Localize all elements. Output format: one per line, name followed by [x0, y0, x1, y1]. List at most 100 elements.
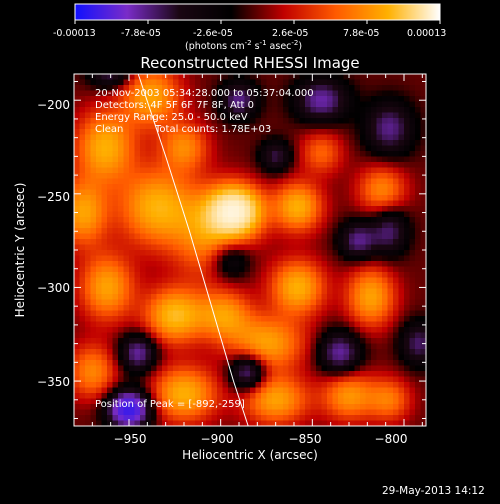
heatmap-cell — [272, 398, 279, 405]
heatmap-cell — [244, 343, 251, 350]
heatmap-cell — [118, 294, 125, 301]
heatmap-cell — [74, 145, 81, 152]
heatmap-cell — [393, 327, 400, 334]
heatmap-cell — [195, 178, 202, 185]
heatmap-cell — [118, 134, 125, 141]
heatmap-cell — [371, 404, 378, 411]
heatmap-cell — [343, 332, 350, 339]
heatmap-cell — [74, 189, 81, 196]
heatmap-cell — [360, 277, 367, 284]
heatmap-cell — [299, 272, 306, 279]
heatmap-cell — [85, 382, 92, 389]
heatmap-cell — [288, 79, 295, 86]
heatmap-cell — [79, 398, 86, 405]
heatmap-cell — [277, 195, 284, 202]
heatmap-cell — [255, 178, 262, 185]
heatmap-cell — [283, 316, 290, 323]
heatmap-cell — [217, 140, 224, 147]
heatmap-cell — [239, 354, 246, 361]
heatmap-cell — [206, 90, 213, 97]
heatmap-cell — [250, 255, 257, 262]
heatmap-cell — [178, 145, 185, 152]
heatmap-cell — [420, 376, 426, 383]
heatmap-cell — [360, 167, 367, 174]
heatmap-cell — [189, 167, 196, 174]
heatmap-cell — [294, 288, 301, 295]
heatmap-cell — [233, 107, 240, 114]
heatmap-cell — [327, 195, 334, 202]
heatmap-cell — [409, 294, 416, 301]
heatmap-cell — [178, 151, 185, 158]
heatmap-cell — [255, 261, 262, 268]
heatmap-cell — [272, 228, 279, 235]
heatmap-cell — [393, 244, 400, 251]
heatmap-cell — [228, 349, 235, 356]
heatmap-cell — [283, 299, 290, 306]
heatmap-cell — [118, 261, 125, 268]
heatmap-cell — [266, 250, 273, 257]
heatmap-cell — [332, 327, 339, 334]
heatmap-cell — [354, 156, 361, 163]
heatmap-cell — [200, 338, 207, 345]
heatmap-cell — [360, 365, 367, 372]
heatmap-cell — [184, 310, 191, 317]
heatmap-cell — [420, 305, 426, 312]
heatmap-cell — [129, 360, 136, 367]
heatmap-cell — [134, 151, 141, 158]
heatmap-cell — [145, 206, 152, 213]
heatmap-cell — [107, 327, 114, 334]
heatmap-cell — [211, 387, 218, 394]
heatmap-cell — [162, 118, 169, 125]
heatmap-cell — [316, 96, 323, 103]
heatmap-cell — [261, 118, 268, 125]
heatmap-cell — [217, 228, 224, 235]
heatmap-cell — [90, 261, 97, 268]
heatmap-cell — [123, 244, 130, 251]
heatmap-cell — [250, 327, 257, 334]
heatmap-cell — [420, 272, 426, 279]
heatmap-cell — [239, 272, 246, 279]
heatmap-cell — [206, 404, 213, 411]
heatmap-cell — [404, 261, 411, 268]
heatmap-cell — [354, 266, 361, 273]
heatmap-cell — [233, 222, 240, 229]
heatmap-cell — [354, 244, 361, 251]
heatmap-cell — [145, 178, 152, 185]
heatmap-cell — [316, 244, 323, 251]
heatmap-cell — [382, 178, 389, 185]
heatmap-cell — [85, 409, 92, 416]
heatmap-cell — [101, 327, 108, 334]
heatmap-cell — [233, 184, 240, 191]
heatmap-cell — [387, 250, 394, 257]
heatmap-cell — [277, 222, 284, 229]
heatmap-cell — [79, 200, 86, 207]
heatmap-cell — [393, 107, 400, 114]
heatmap-cell — [398, 294, 405, 301]
heatmap-cell — [162, 305, 169, 312]
heatmap-cell — [244, 112, 251, 119]
heatmap-cell — [167, 74, 174, 81]
heatmap-cell — [283, 74, 290, 81]
heatmap-cell — [90, 277, 97, 284]
heatmap-cell — [107, 261, 114, 268]
heatmap-cell — [162, 266, 169, 273]
heatmap-cell — [173, 360, 180, 367]
heatmap-cell — [184, 261, 191, 268]
heatmap-cell — [206, 250, 213, 257]
heatmap-cell — [387, 96, 394, 103]
heatmap-cell — [250, 349, 257, 356]
heatmap-cell — [316, 156, 323, 163]
heatmap-cell — [349, 222, 356, 229]
heatmap-cell — [288, 283, 295, 290]
heatmap-cell — [134, 272, 141, 279]
heatmap-cell — [299, 178, 306, 185]
heatmap-cell — [217, 233, 224, 240]
heatmap-cell — [283, 156, 290, 163]
heatmap-cell — [354, 360, 361, 367]
heatmap-cell — [200, 200, 207, 207]
heatmap-cell — [222, 101, 229, 108]
heatmap-cell — [332, 129, 339, 136]
heatmap-cell — [393, 398, 400, 405]
heatmap-cell — [79, 178, 86, 185]
heatmap-cell — [145, 222, 152, 229]
